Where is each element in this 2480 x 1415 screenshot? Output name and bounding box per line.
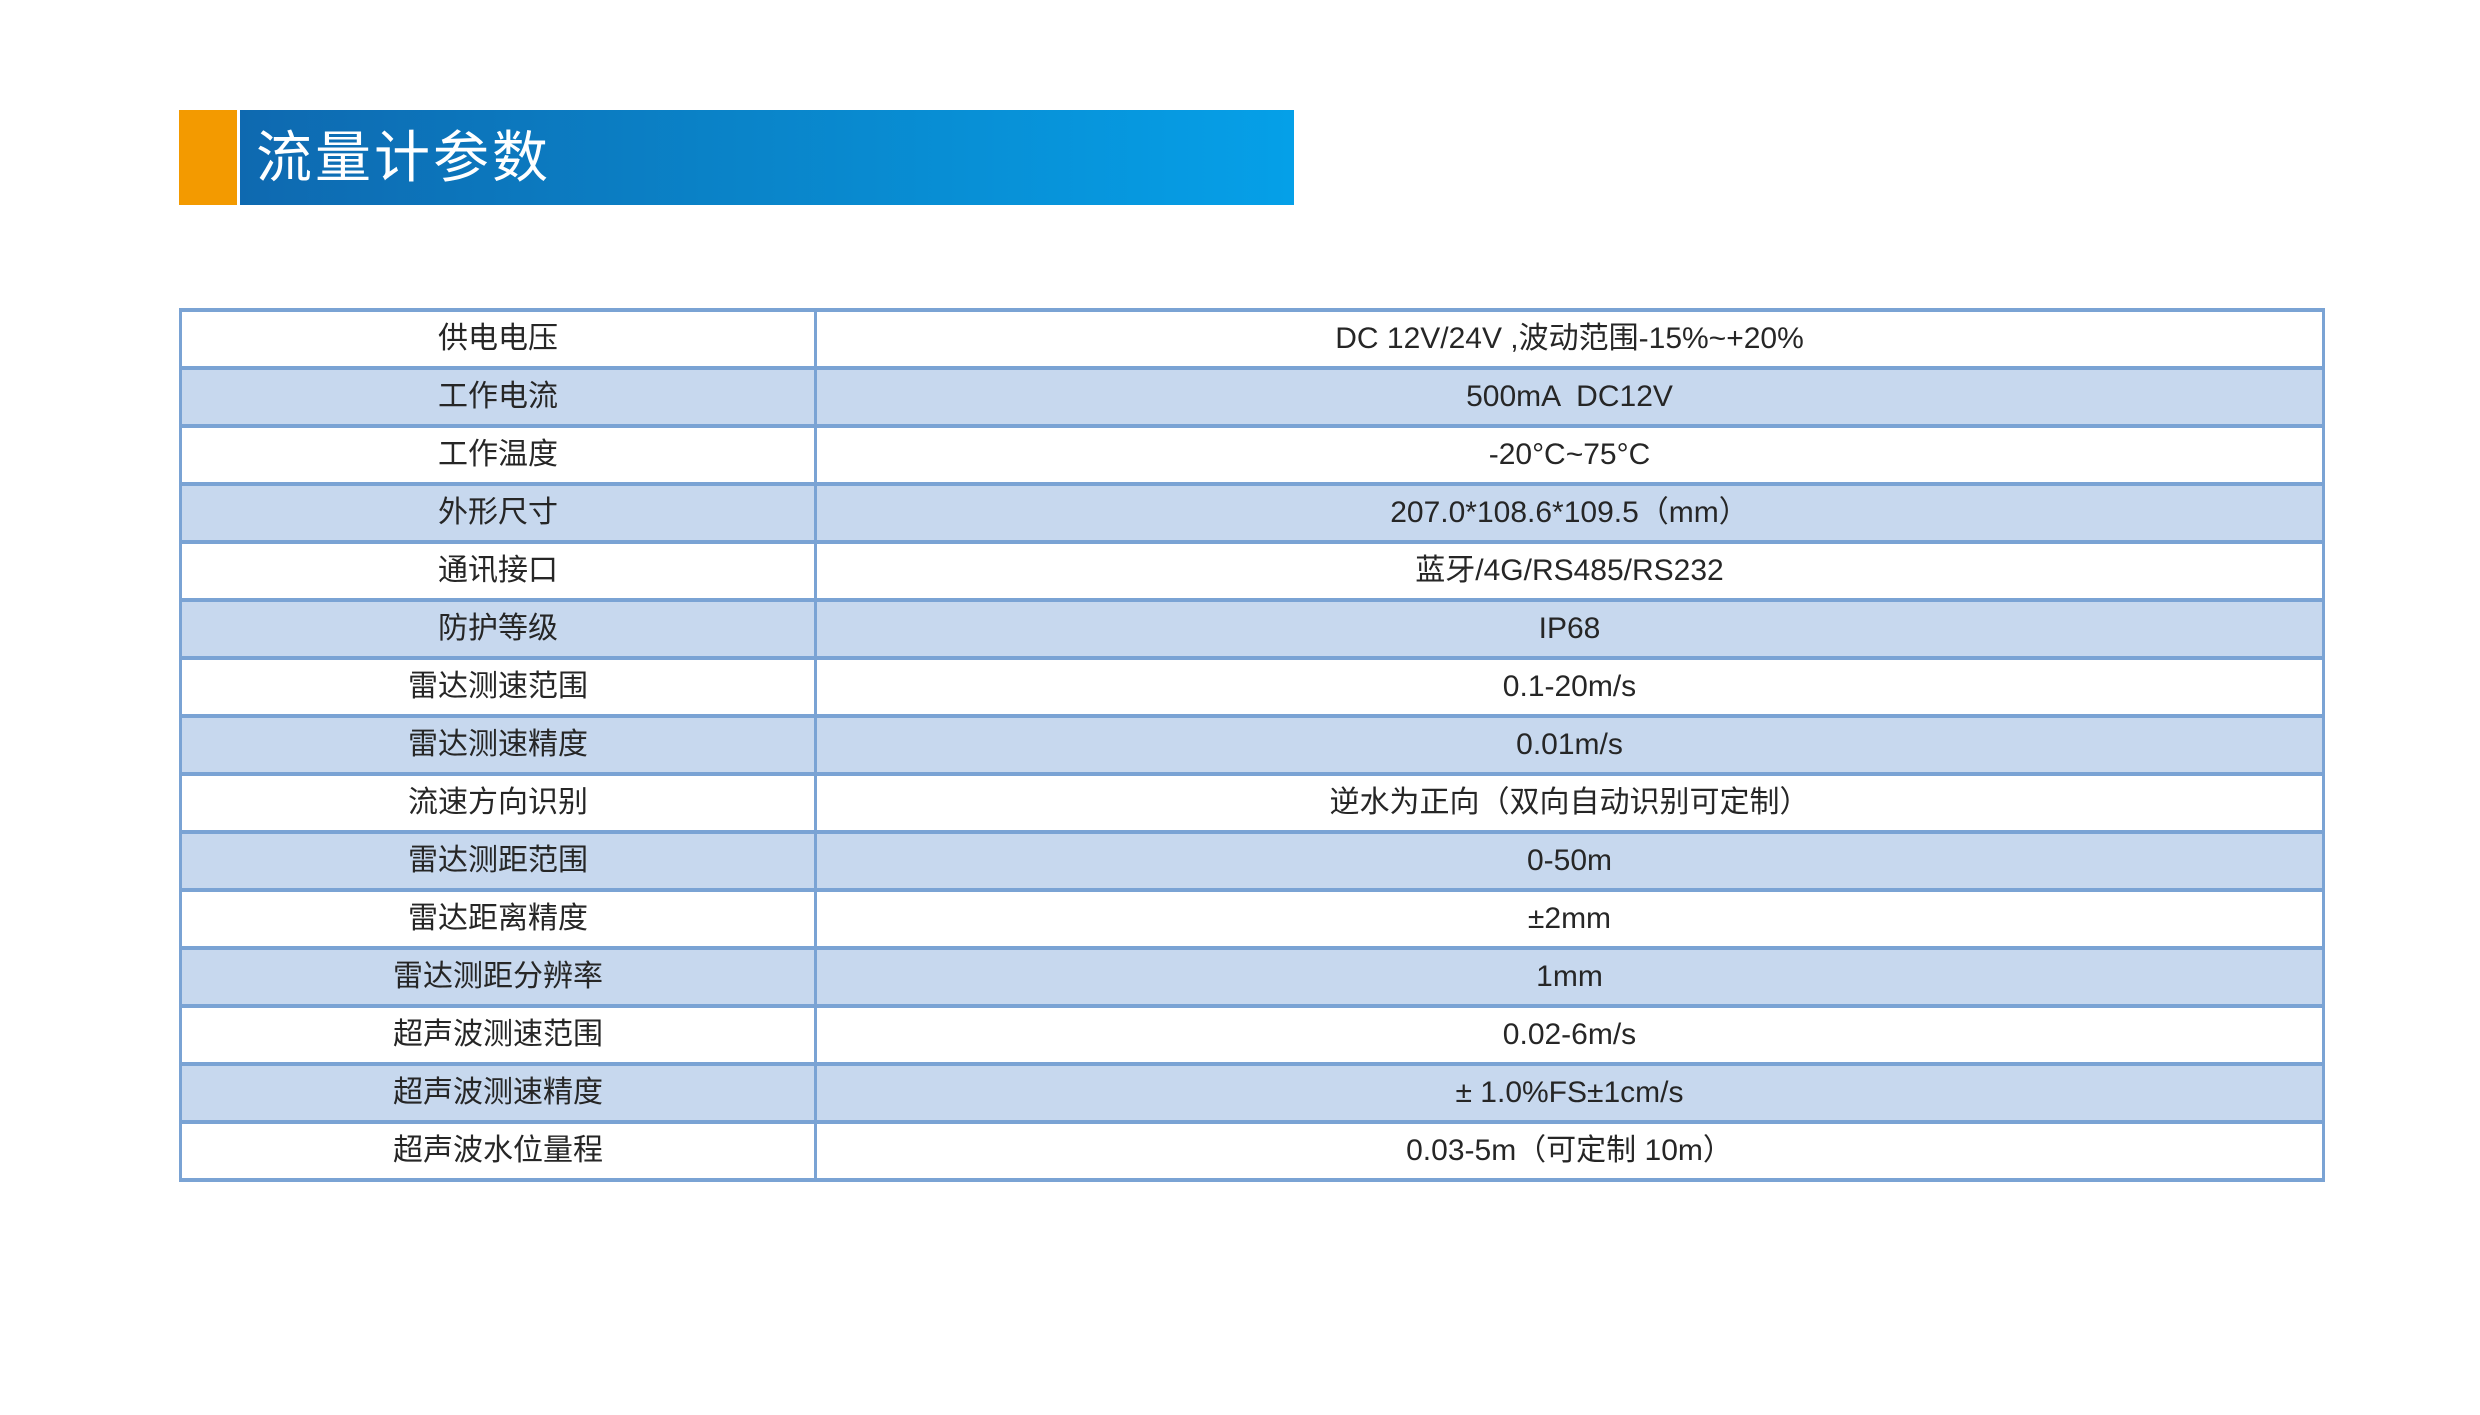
param-label: 雷达测速精度 xyxy=(179,714,817,776)
table-row: 超声波测速精度 ± 1.0%FS±1cm/s xyxy=(179,1062,2325,1124)
param-label: 流速方向识别 xyxy=(179,772,817,834)
table-row: 雷达测速精度 0.01m/s xyxy=(179,714,2325,776)
param-value: 1mm xyxy=(814,946,2325,1008)
param-value: 0.03-5m（可定制 10m） xyxy=(814,1120,2325,1182)
param-value: 0-50m xyxy=(814,830,2325,892)
table-row: 雷达测距分辨率 1mm xyxy=(179,946,2325,1008)
param-value: IP68 xyxy=(814,598,2325,660)
table-row: 雷达测距范围 0-50m xyxy=(179,830,2325,892)
param-label: 通讯接口 xyxy=(179,540,817,602)
param-value: 0.02-6m/s xyxy=(814,1004,2325,1066)
param-label: 防护等级 xyxy=(179,598,817,660)
param-label: 雷达测距范围 xyxy=(179,830,817,892)
param-value: 蓝牙/4G/RS485/RS232 xyxy=(814,540,2325,602)
param-value: 逆水为正向（双向自动识别可定制） xyxy=(814,772,2325,834)
table-row: 超声波水位量程 0.03-5m（可定制 10m） xyxy=(179,1120,2325,1182)
param-label: 雷达测距分辨率 xyxy=(179,946,817,1008)
table-row: 超声波测速范围 0.02-6m/s xyxy=(179,1004,2325,1066)
section-header-banner: 流量计参数 xyxy=(179,110,1294,205)
param-value: DC 12V/24V ,波动范围-15%~+20% xyxy=(814,308,2325,370)
table-row: 通讯接口 蓝牙/4G/RS485/RS232 xyxy=(179,540,2325,602)
table-row: 雷达距离精度 ±2mm xyxy=(179,888,2325,950)
param-label: 超声波测速精度 xyxy=(179,1062,817,1124)
table-row: 工作电流 500mA DC12V xyxy=(179,366,2325,428)
param-label: 雷达测速范围 xyxy=(179,656,817,718)
param-value: ± 1.0%FS±1cm/s xyxy=(814,1062,2325,1124)
param-label: 工作温度 xyxy=(179,424,817,486)
param-label: 超声波测速范围 xyxy=(179,1004,817,1066)
param-value: 207.0*108.6*109.5（mm） xyxy=(814,482,2325,544)
table-row: 供电电压 DC 12V/24V ,波动范围-15%~+20% xyxy=(179,308,2325,370)
spec-table: 供电电压 DC 12V/24V ,波动范围-15%~+20% 工作电流 500m… xyxy=(179,308,2325,1182)
param-label: 外形尺寸 xyxy=(179,482,817,544)
table-row: 防护等级 IP68 xyxy=(179,598,2325,660)
param-label: 供电电压 xyxy=(179,308,817,370)
section-title: 流量计参数 xyxy=(256,125,551,189)
param-value: 0.01m/s xyxy=(814,714,2325,776)
table-row: 外形尺寸 207.0*108.6*109.5（mm） xyxy=(179,482,2325,544)
param-label: 雷达距离精度 xyxy=(179,888,817,950)
orange-accent-block xyxy=(179,110,237,205)
param-label: 超声波水位量程 xyxy=(179,1120,817,1182)
param-value: 500mA DC12V xyxy=(814,366,2325,428)
param-label: 工作电流 xyxy=(179,366,817,428)
banner-gradient-background: 流量计参数 xyxy=(240,110,1294,205)
param-value: -20°C~75°C xyxy=(814,424,2325,486)
table-row: 流速方向识别 逆水为正向（双向自动识别可定制） xyxy=(179,772,2325,834)
param-value: 0.1-20m/s xyxy=(814,656,2325,718)
table-row: 雷达测速范围 0.1-20m/s xyxy=(179,656,2325,718)
param-value: ±2mm xyxy=(814,888,2325,950)
table-row: 工作温度 -20°C~75°C xyxy=(179,424,2325,486)
